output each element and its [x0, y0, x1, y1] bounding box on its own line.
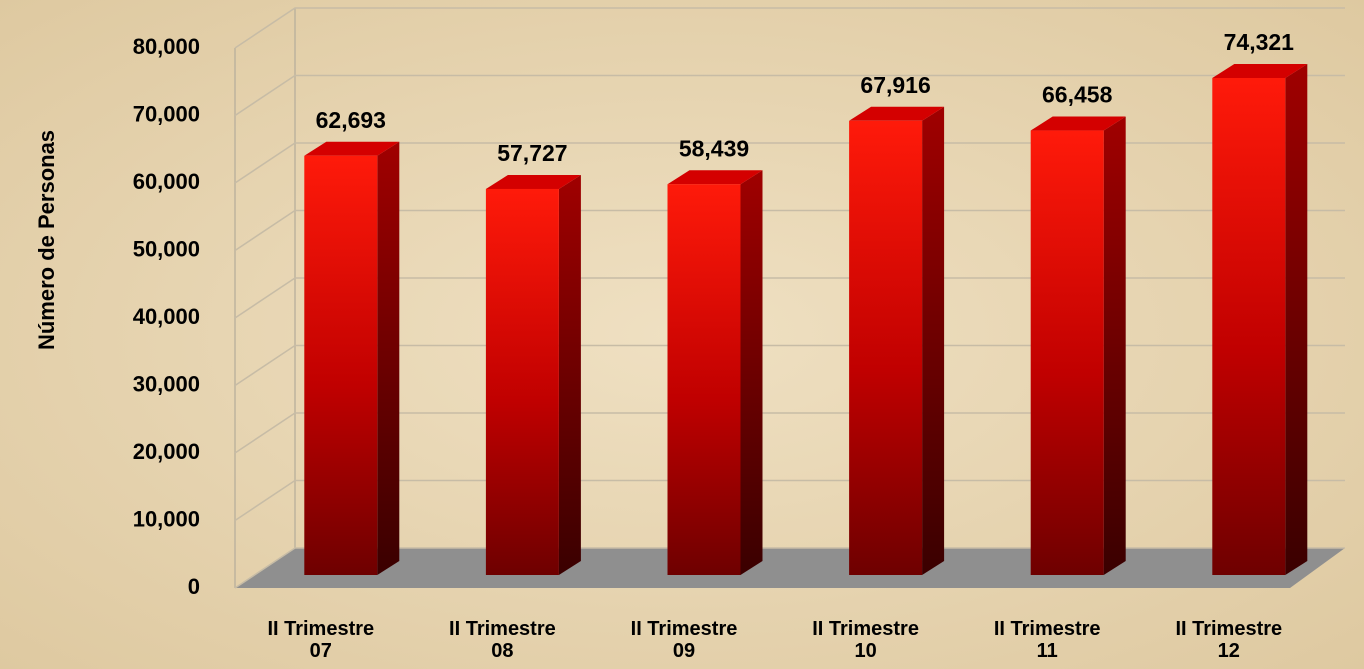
bar-top	[849, 106, 945, 121]
bar-front	[304, 155, 378, 576]
bar-side	[558, 174, 581, 575]
value-label: 66,458	[1042, 82, 1113, 108]
bar	[1212, 63, 1308, 576]
grid-line	[234, 142, 1345, 184]
x-tick-label: II Trimestre 12	[1175, 618, 1283, 662]
value-label: 74,321	[1224, 29, 1295, 55]
bar-side	[922, 106, 945, 575]
y-tick-label: 0	[188, 574, 200, 599]
grid-line	[234, 547, 1345, 589]
y-axis-title: Número de Personas	[34, 130, 59, 350]
grid-line	[234, 209, 1345, 252]
y-tick-label: 30,000	[133, 371, 200, 396]
y-tick-label: 70,000	[133, 101, 200, 126]
floor	[235, 548, 1345, 588]
bar-front	[1030, 130, 1104, 575]
bar-side	[740, 170, 763, 575]
y-tick-label: 20,000	[133, 439, 200, 464]
bar	[304, 141, 400, 576]
bar-side	[1103, 116, 1126, 575]
y-tick-label: 50,000	[133, 236, 200, 261]
x-tick-label: II Trimestre 07	[267, 618, 375, 662]
bar-front	[849, 120, 923, 575]
bar	[849, 106, 945, 575]
grid-line	[234, 74, 1345, 117]
bar-front	[485, 188, 559, 575]
bar	[667, 170, 763, 575]
value-label: 62,693	[316, 107, 386, 133]
grid-line	[234, 479, 1345, 522]
grid-line	[234, 277, 1345, 319]
grid-line	[234, 7, 1345, 49]
x-tick-label: II Trimestre 10	[812, 618, 919, 662]
value-label: 57,727	[497, 140, 567, 166]
bar	[1030, 116, 1126, 575]
x-tick-label: II Trimestre 09	[630, 618, 738, 662]
bar-side	[377, 141, 400, 575]
y-tick-label: 80,000	[133, 34, 200, 59]
bar-top	[304, 141, 400, 156]
bar	[485, 174, 581, 575]
bar-top	[1030, 116, 1126, 131]
bar-front	[1212, 77, 1286, 576]
y-tick-label: 60,000	[133, 169, 200, 194]
value-label: 58,439	[679, 135, 749, 161]
x-tick-label: II Trimestre 11	[993, 618, 1101, 662]
bar-front	[667, 184, 741, 575]
bar-top	[485, 174, 581, 189]
grid-line	[234, 344, 1345, 387]
bar-side	[1285, 63, 1308, 576]
grid-line	[234, 412, 1345, 454]
y-tick-label: 40,000	[133, 304, 200, 329]
y-tick-label: 10,000	[133, 506, 200, 531]
value-label: 67,916	[860, 72, 930, 98]
bar-top	[667, 170, 763, 185]
bar-top	[1212, 63, 1308, 78]
x-tick-label: II Trimestre 08	[449, 618, 556, 662]
